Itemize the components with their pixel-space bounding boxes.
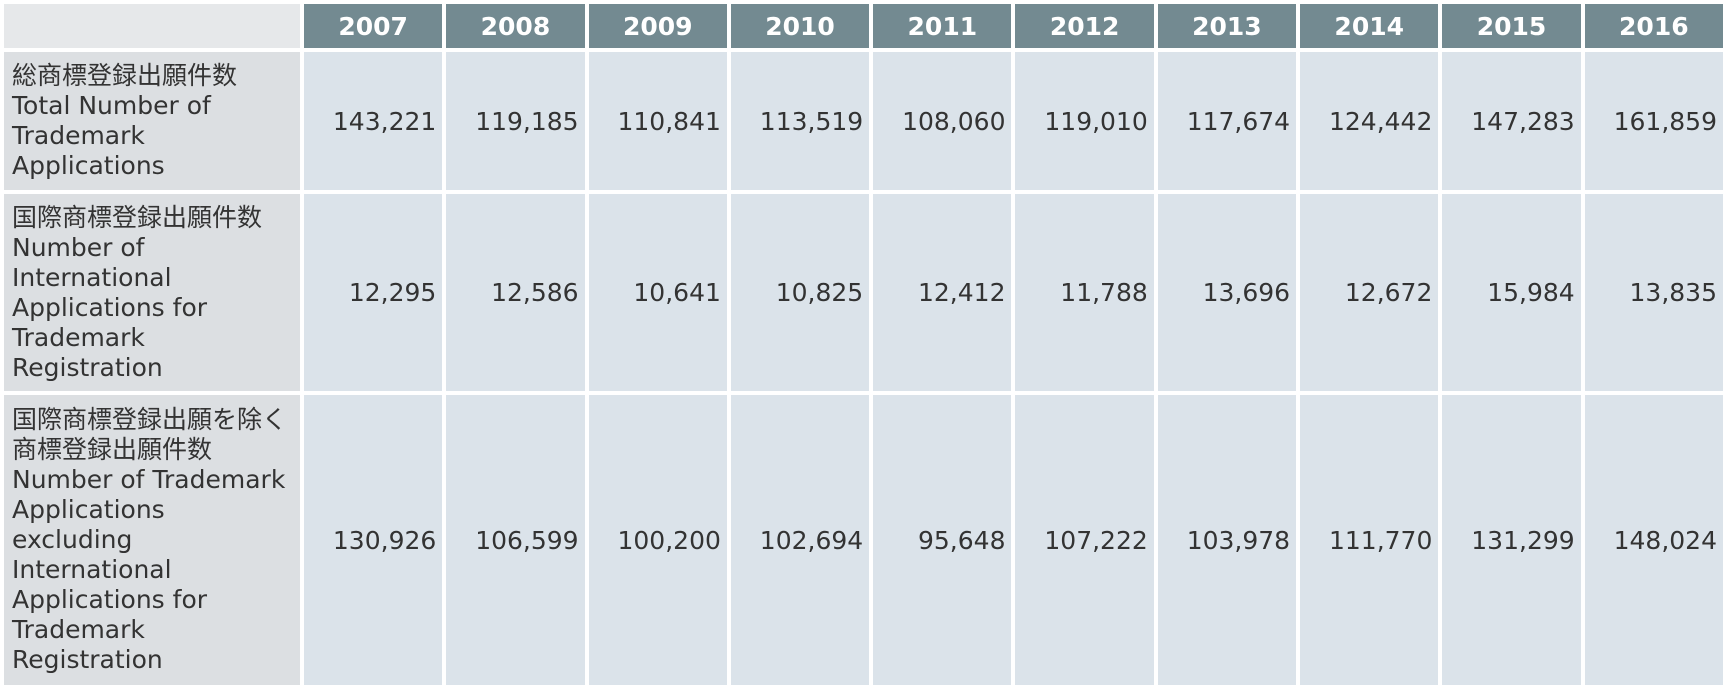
value-cell: 131,299 xyxy=(1442,395,1581,685)
year-header: 2011 xyxy=(873,4,1012,48)
value-cell: 119,010 xyxy=(1015,52,1154,190)
year-header: 2014 xyxy=(1300,4,1439,48)
value-cell: 13,835 xyxy=(1584,194,1723,391)
value-cell: 100,200 xyxy=(588,395,727,685)
value-cell: 124,442 xyxy=(1300,52,1439,190)
value-cell: 103,978 xyxy=(1157,395,1297,685)
data-row: 総商標登録出願件数 Total Number of Trademark Appli… xyxy=(4,52,1723,190)
value-cell: 10,825 xyxy=(730,194,870,391)
year-header: 2016 xyxy=(1584,4,1723,48)
year-header: 2008 xyxy=(446,4,585,48)
value-cell: 12,672 xyxy=(1300,194,1439,391)
label-en: Total Number of Trademark Applications xyxy=(12,91,211,180)
label-en: Number of International Applications for… xyxy=(12,232,208,382)
header-row: 2007 2008 2009 2010 2011 2012 2013 2014 2015 2016 xyxy=(4,4,1723,48)
value-cell: 11,788 xyxy=(1015,194,1154,391)
value-cell: 143,221 xyxy=(304,52,443,190)
year-header: 2013 xyxy=(1157,4,1297,48)
value-cell: 107,222 xyxy=(1015,395,1154,685)
label-ja: 総商標登録出願件数 xyxy=(12,61,238,90)
data-row: 国際商標登録出願を除く商標登録出願件数 Number of Trademark A… xyxy=(4,395,1723,685)
value-cell: 12,412 xyxy=(873,194,1012,391)
year-header: 2012 xyxy=(1015,4,1154,48)
year-header: 2007 xyxy=(304,4,443,48)
label-ja: 国際商標登録出願を除く商標登録出願件数 xyxy=(12,405,288,464)
value-cell: 12,586 xyxy=(446,194,585,391)
value-cell: 12,295 xyxy=(304,194,443,391)
value-cell: 147,283 xyxy=(1442,52,1581,190)
year-header: 2010 xyxy=(730,4,870,48)
value-cell: 148,024 xyxy=(1584,395,1723,685)
value-cell: 130,926 xyxy=(304,395,443,685)
corner-cell xyxy=(4,4,300,48)
value-cell: 110,841 xyxy=(588,52,727,190)
value-cell: 95,648 xyxy=(873,395,1012,685)
value-cell: 111,770 xyxy=(1300,395,1439,685)
value-cell: 10,641 xyxy=(588,194,727,391)
value-cell: 15,984 xyxy=(1442,194,1581,391)
value-cell: 161,859 xyxy=(1584,52,1723,190)
value-cell: 113,519 xyxy=(730,52,870,190)
row-label: 国際商標登録出願件数 Number of International Applic… xyxy=(4,194,300,391)
row-label: 総商標登録出願件数 Total Number of Trademark Appli… xyxy=(4,52,300,190)
data-row: 国際商標登録出願件数 Number of International Applic… xyxy=(4,194,1723,391)
year-header: 2009 xyxy=(588,4,727,48)
value-cell: 119,185 xyxy=(446,52,585,190)
value-cell: 117,674 xyxy=(1157,52,1297,190)
value-cell: 13,696 xyxy=(1157,194,1297,391)
year-header: 2015 xyxy=(1442,4,1581,48)
value-cell: 102,694 xyxy=(730,395,870,685)
label-ja: 国際商標登録出願件数 xyxy=(12,202,263,232)
label-en: Number of Trademark Applications excludi… xyxy=(12,465,286,674)
table-body: 総商標登録出願件数 Total Number of Trademark Appli… xyxy=(4,52,1723,685)
value-cell: 106,599 xyxy=(446,395,585,685)
row-label: 国際商標登録出願を除く商標登録出願件数 Number of Trademark A… xyxy=(4,395,300,685)
value-cell: 108,060 xyxy=(873,52,1012,190)
